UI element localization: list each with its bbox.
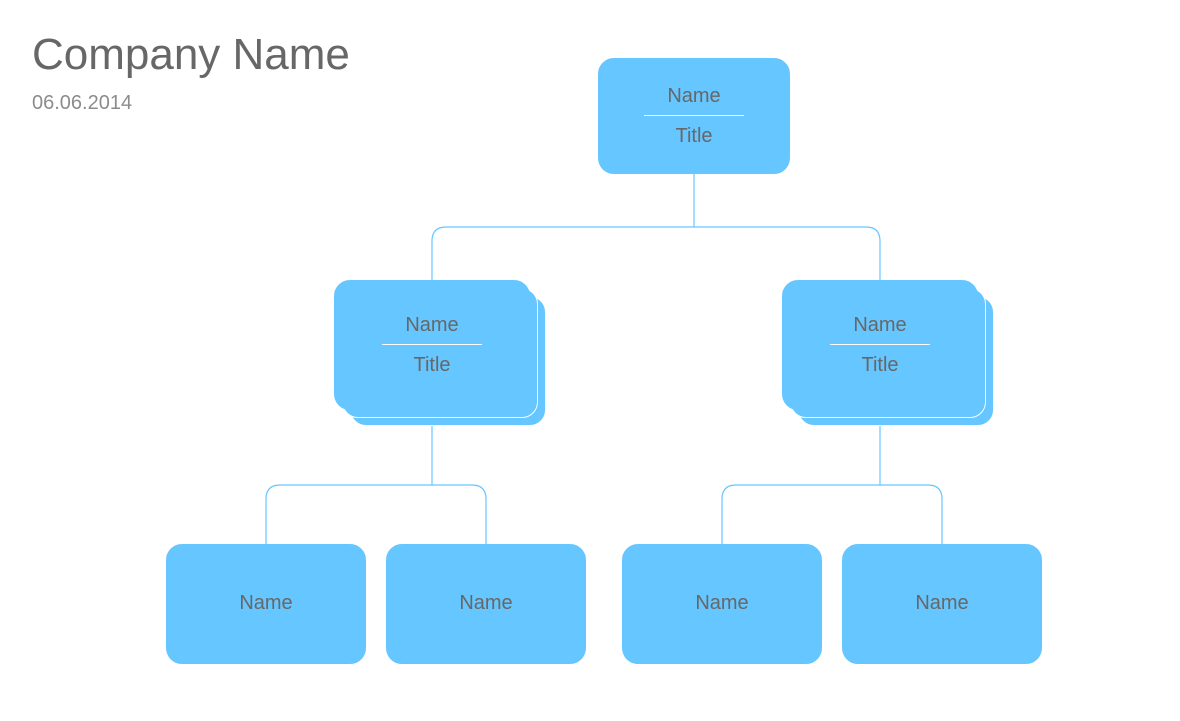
org-node: Name xyxy=(842,544,1042,664)
org-node: Name Title xyxy=(334,280,530,410)
org-node-name: Name xyxy=(239,592,292,615)
org-node-name: Name xyxy=(667,85,720,108)
org-node-title: Title xyxy=(861,354,898,377)
org-node: Name xyxy=(166,544,366,664)
org-node-name: Name xyxy=(915,592,968,615)
org-node: Name Title xyxy=(782,280,978,410)
org-node-title: Title xyxy=(413,354,450,377)
org-node-divider xyxy=(644,115,744,116)
org-chart-canvas: Company Name 06.06.2014 Name Title Name Tit… xyxy=(0,0,1180,721)
org-node-title: Title xyxy=(675,125,712,148)
org-node-name: Name xyxy=(405,314,458,337)
org-node-divider xyxy=(382,344,482,345)
document-date: 06.06.2014 xyxy=(32,92,132,115)
company-name: Company Name xyxy=(32,30,350,80)
org-node-name: Name xyxy=(695,592,748,615)
org-node: Name Title xyxy=(598,58,790,174)
org-node-name: Name xyxy=(459,592,512,615)
org-node-divider xyxy=(830,344,930,345)
org-node-name: Name xyxy=(853,314,906,337)
org-node: Name xyxy=(622,544,822,664)
org-node: Name xyxy=(386,544,586,664)
